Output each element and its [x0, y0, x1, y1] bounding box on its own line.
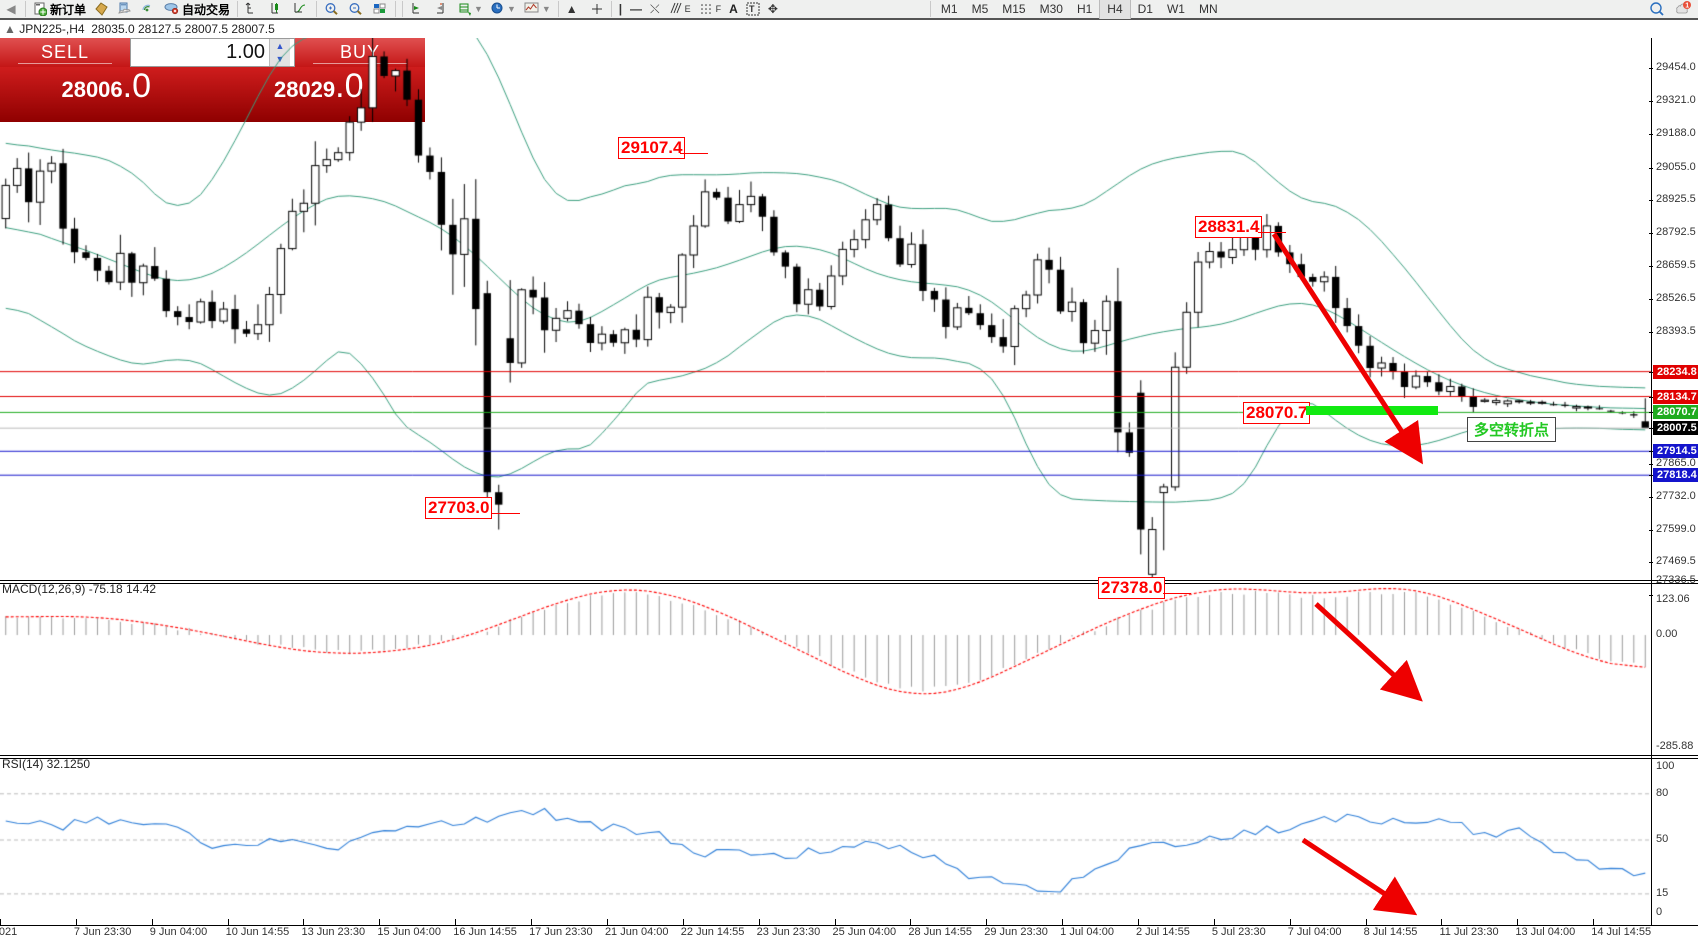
- svg-text:T: T: [749, 4, 755, 14]
- svg-text:1: 1: [1685, 3, 1689, 10]
